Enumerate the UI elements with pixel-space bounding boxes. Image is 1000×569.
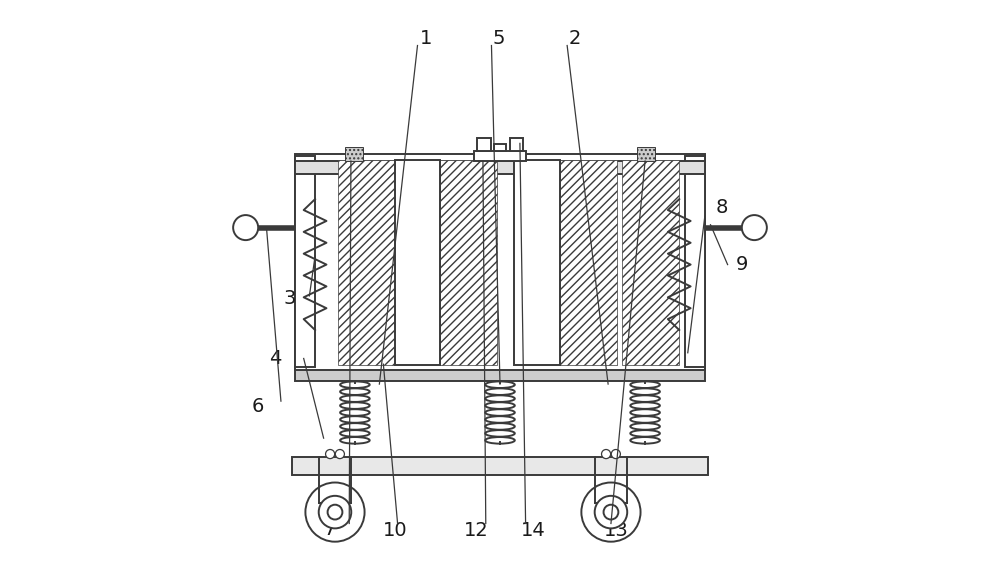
Bar (345, 147, 363, 161)
Bar (295, 156, 315, 367)
Text: 1: 1 (420, 29, 432, 48)
Text: 13: 13 (604, 521, 629, 540)
Text: 2: 2 (569, 29, 581, 48)
Bar (295, 154, 705, 370)
Circle shape (595, 496, 627, 529)
Bar (295, 161, 705, 174)
Circle shape (602, 450, 611, 459)
Bar (510, 138, 523, 151)
Bar (295, 367, 705, 381)
Bar (338, 160, 395, 365)
Bar (685, 156, 705, 367)
Bar (560, 160, 617, 365)
Bar (477, 138, 491, 151)
Text: 12: 12 (464, 521, 488, 540)
Circle shape (326, 450, 335, 459)
Text: 9: 9 (736, 255, 748, 274)
Text: 5: 5 (492, 29, 505, 48)
Text: 6: 6 (252, 397, 264, 417)
Bar (637, 147, 655, 161)
Text: 8: 8 (716, 198, 728, 217)
Text: 14: 14 (521, 521, 545, 540)
Circle shape (319, 496, 351, 529)
Circle shape (233, 215, 258, 240)
Circle shape (604, 505, 618, 519)
Circle shape (305, 483, 365, 542)
Bar (494, 144, 506, 151)
Text: 10: 10 (382, 521, 407, 540)
Circle shape (335, 450, 344, 459)
Bar (474, 151, 526, 161)
Circle shape (581, 483, 641, 542)
Bar (622, 160, 679, 365)
Bar (295, 362, 705, 367)
Text: 7: 7 (323, 519, 335, 539)
Bar (514, 160, 560, 365)
Circle shape (611, 450, 620, 459)
Bar (292, 457, 708, 475)
Bar (440, 160, 497, 365)
Circle shape (328, 505, 342, 519)
Text: 3: 3 (283, 289, 296, 308)
Text: 4: 4 (269, 349, 281, 368)
Bar (395, 160, 440, 365)
Circle shape (742, 215, 767, 240)
